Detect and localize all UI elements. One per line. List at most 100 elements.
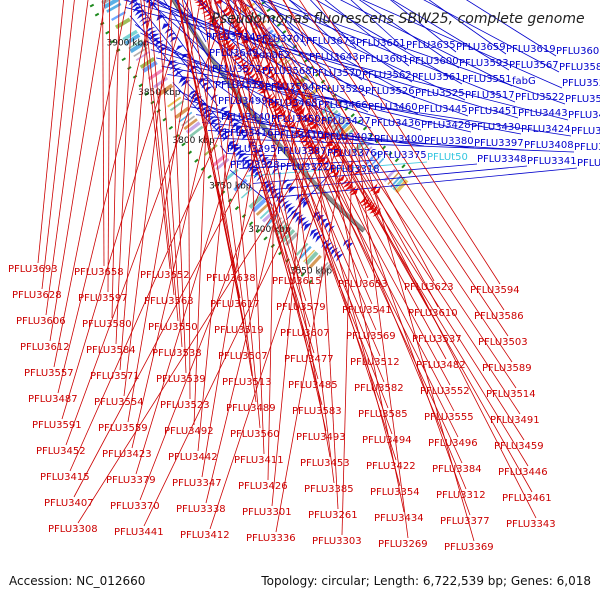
reverse-label-leader <box>284 60 401 487</box>
reverse-label-leader <box>249 0 369 279</box>
forward-label-leader <box>358 0 460 69</box>
reverse-gene-label: PFLU3538 <box>152 348 202 359</box>
reverse-label-leader <box>271 92 312 507</box>
forward-gene-label: PFLU3318 <box>330 164 380 175</box>
reverse-cds-arrow <box>267 98 278 107</box>
reverse-label-leader <box>201 0 257 403</box>
reverse-cds-arrow <box>352 167 362 176</box>
reverse-gene-label: PFLU3555 <box>424 412 474 423</box>
forward-cds-arrow <box>210 94 219 101</box>
forward-gene-label: PFLU3437 <box>321 116 371 127</box>
reverse-gene-label: PFLU3452 <box>36 446 86 457</box>
reverse-gene-label: PFLU3446 <box>498 467 548 478</box>
reverse-gene-label: PFLU3559 <box>98 423 148 434</box>
kbp-tick-label: 3750 kbp <box>209 182 252 192</box>
kbp-ruler: 4250 kbp4200 kbp4150 kbp4100 kbp4050 kbp… <box>89 0 413 284</box>
reverse-gene-label: PFLU3519 <box>214 325 264 336</box>
reverse-label-leader <box>57 0 155 394</box>
reverse-gene-label: PFLU3301 <box>242 507 292 518</box>
reverse-cds-arrow <box>348 185 357 194</box>
forward-label-leader <box>251 0 310 63</box>
reverse-label-leader <box>215 0 323 406</box>
forward-feature-block <box>316 262 329 275</box>
reverse-gene-label: PFLU3610 <box>408 308 458 319</box>
reverse-label-leader <box>123 0 173 397</box>
forward-cds-arrow <box>134 9 146 16</box>
reverse-cds-arrow <box>290 100 300 109</box>
reverse-label-leader <box>280 54 335 484</box>
forward-feature-block <box>224 168 239 182</box>
forward-cds-arrow <box>241 133 250 141</box>
forward-gene-label: PFLU3416 <box>224 128 274 139</box>
forward-gene-label: PFLU3515 <box>215 80 265 91</box>
reverse-label-leader <box>111 0 120 319</box>
ruler-tick <box>105 30 110 35</box>
ruler-tick <box>194 158 199 163</box>
reverse-label-leader <box>61 0 189 420</box>
reverse-label-leader <box>256 21 463 464</box>
reverse-cds-arrow <box>247 72 257 80</box>
forward-cds-arrow <box>312 231 321 240</box>
forward-label-leader <box>229 169 273 206</box>
reverse-label-leader <box>316 0 501 285</box>
forward-feature-block <box>169 100 185 112</box>
reverse-cds-arrow <box>254 81 264 89</box>
forward-cds-arrow <box>261 179 271 188</box>
reverse-gene-label: PFLU3658 <box>74 267 124 278</box>
reverse-label-leader <box>234 0 393 435</box>
reverse-gene-label: PFLU3434 <box>374 513 424 524</box>
forward-gene-label: PFLU3600 <box>409 56 459 67</box>
reverse-label-leader <box>205 87 308 504</box>
forward-feature-block <box>135 50 151 62</box>
reverse-label-leader <box>209 128 344 530</box>
reverse-label-leader <box>139 81 303 501</box>
reverse-feature-block <box>359 146 373 159</box>
reverse-gene-label: PFLU3459 <box>494 441 544 452</box>
forward-feature-block <box>103 0 120 9</box>
reverse-label-leader <box>187 0 191 400</box>
forward-cds-arrow <box>256 173 266 182</box>
ruler-tick <box>271 15 276 20</box>
forward-gene-label: PFLU3408 <box>524 140 574 151</box>
forward-gene-label: PFLU3341 <box>527 156 577 167</box>
forward-label-leader <box>232 157 328 162</box>
reverse-label-leader <box>319 102 405 513</box>
reverse-gene-label: PFLU3261 <box>308 510 358 521</box>
forward-cds-arrow <box>283 202 293 212</box>
reverse-cds-arrow <box>235 57 246 65</box>
forward-label-leader <box>229 0 313 79</box>
ruler-tick <box>300 272 305 277</box>
reverse-gene-label: PFLU3693 <box>8 264 58 275</box>
forward-feature-block <box>240 186 254 199</box>
forward-feature-block <box>101 0 112 5</box>
forward-gene-label: PFLU3526 <box>365 86 415 97</box>
map-title: Pseudomonas fluorescens SBW25, complete … <box>211 11 584 27</box>
forward-cds-arrow <box>136 13 148 20</box>
ruler-tick <box>110 39 116 44</box>
ruler-tick <box>407 170 413 175</box>
forward-gene-label: PFLU3504 <box>265 82 315 93</box>
forward-label-leader <box>265 167 578 199</box>
reverse-gene-label: PFLU3312 <box>436 490 486 501</box>
reverse-gene-label: PFLU3554 <box>94 397 144 408</box>
reverse-gene-label: PFLU3385 <box>304 484 354 495</box>
reverse-gene-label: PFLU3652 <box>140 270 190 281</box>
ruler-tick <box>127 66 132 70</box>
forward-gene-label: PFLU3601 <box>359 54 409 65</box>
reverse-gene-label: PFLU3492 <box>164 426 214 437</box>
reverse-feature-block <box>392 176 406 191</box>
forward-label-leader <box>361 0 563 89</box>
forward-cds-arrow <box>138 16 150 23</box>
reverse-gene-label: PFLU3343 <box>506 519 556 530</box>
reverse-gene-label: PFLU3623 <box>404 282 454 293</box>
forward-cds-arrow <box>219 106 228 113</box>
reverse-label-leader <box>77 118 335 524</box>
reverse-label-leader <box>119 0 150 371</box>
reverse-gene-label: PFLU3422 <box>366 461 416 472</box>
reverse-gene-label: PFLU3579 <box>276 302 326 313</box>
reverse-gene-label: PFLU3493 <box>296 432 346 443</box>
ruler-tick <box>263 236 268 241</box>
ruler-tick <box>89 3 95 8</box>
reverse-gene-label: PFLU3594 <box>470 285 520 296</box>
reverse-gene-label: PFLU3423 <box>102 449 152 460</box>
